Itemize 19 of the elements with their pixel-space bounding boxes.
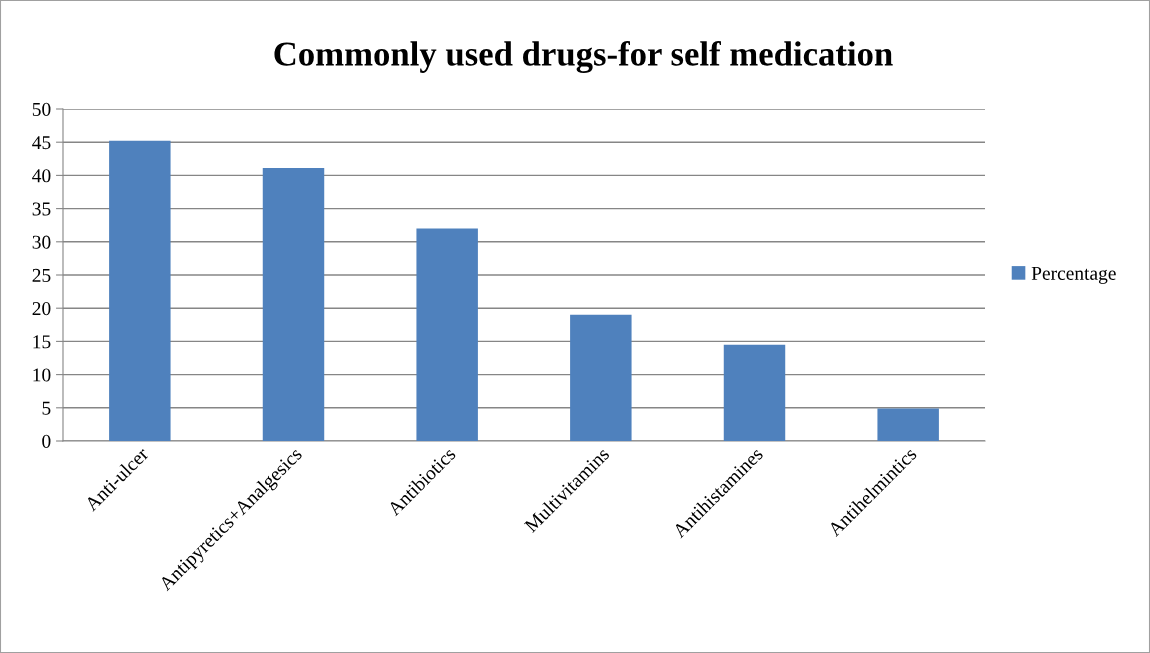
chart-title: Commonly used drugs-for self medication — [274, 40, 893, 74]
y-tick-label: 35 — [32, 202, 51, 216]
y-tick-label: 30 — [32, 235, 51, 249]
bar — [877, 408, 939, 441]
bar — [109, 140, 171, 441]
legend-label: Percentage — [1031, 266, 1116, 284]
y-tick-label: 25 — [32, 268, 51, 282]
bar — [570, 314, 632, 441]
y-tick-label: 40 — [32, 169, 51, 183]
y-tick-label: 10 — [33, 368, 51, 382]
bar — [262, 168, 325, 441]
y-tick-label: 5 — [42, 401, 51, 415]
y-tick-label: 20 — [32, 302, 51, 316]
y-tick-label: 15 — [33, 335, 51, 349]
bar — [723, 344, 786, 441]
y-tick-label: 45 — [32, 136, 51, 150]
y-tick-label: 0 — [42, 434, 51, 448]
y-tick-label: 50 — [32, 102, 51, 116]
bar — [416, 228, 478, 441]
